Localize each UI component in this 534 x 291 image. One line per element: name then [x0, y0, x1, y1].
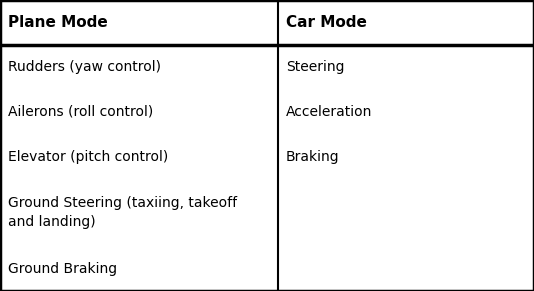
Text: Ailerons (roll control): Ailerons (roll control): [8, 105, 153, 119]
Text: Plane Mode: Plane Mode: [8, 15, 108, 30]
Text: Ground Steering (taxiing, takeoff
and landing): Ground Steering (taxiing, takeoff and la…: [8, 196, 237, 229]
Text: Ground Braking: Ground Braking: [8, 262, 117, 276]
Text: Acceleration: Acceleration: [286, 105, 372, 119]
Text: Braking: Braking: [286, 150, 339, 164]
Text: Steering: Steering: [286, 61, 344, 74]
Text: Elevator (pitch control): Elevator (pitch control): [8, 150, 168, 164]
Text: Car Mode: Car Mode: [286, 15, 366, 30]
Text: Rudders (yaw control): Rudders (yaw control): [8, 61, 161, 74]
